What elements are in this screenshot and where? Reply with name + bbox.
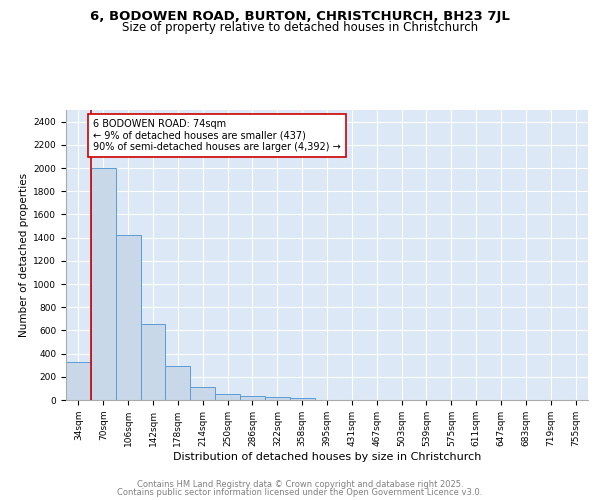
Bar [140, 324, 166, 400]
Bar [116, 234, 140, 400]
Bar [91, 168, 116, 400]
Bar [240, 396, 265, 400]
Y-axis label: Number of detached properties: Number of detached properties [19, 173, 29, 337]
Text: Contains public sector information licensed under the Open Government Licence v3: Contains public sector information licen… [118, 488, 482, 497]
Bar [290, 398, 314, 400]
Bar [265, 397, 290, 400]
Text: 6, BODOWEN ROAD, BURTON, CHRISTCHURCH, BH23 7JL: 6, BODOWEN ROAD, BURTON, CHRISTCHURCH, B… [90, 10, 510, 23]
Text: Size of property relative to detached houses in Christchurch: Size of property relative to detached ho… [122, 21, 478, 34]
Text: Contains HM Land Registry data © Crown copyright and database right 2025.: Contains HM Land Registry data © Crown c… [137, 480, 463, 489]
Bar [166, 366, 190, 400]
Bar [66, 362, 91, 400]
Bar [215, 394, 240, 400]
Bar [190, 387, 215, 400]
X-axis label: Distribution of detached houses by size in Christchurch: Distribution of detached houses by size … [173, 452, 481, 462]
Text: 6 BODOWEN ROAD: 74sqm
← 9% of detached houses are smaller (437)
90% of semi-deta: 6 BODOWEN ROAD: 74sqm ← 9% of detached h… [94, 120, 341, 152]
